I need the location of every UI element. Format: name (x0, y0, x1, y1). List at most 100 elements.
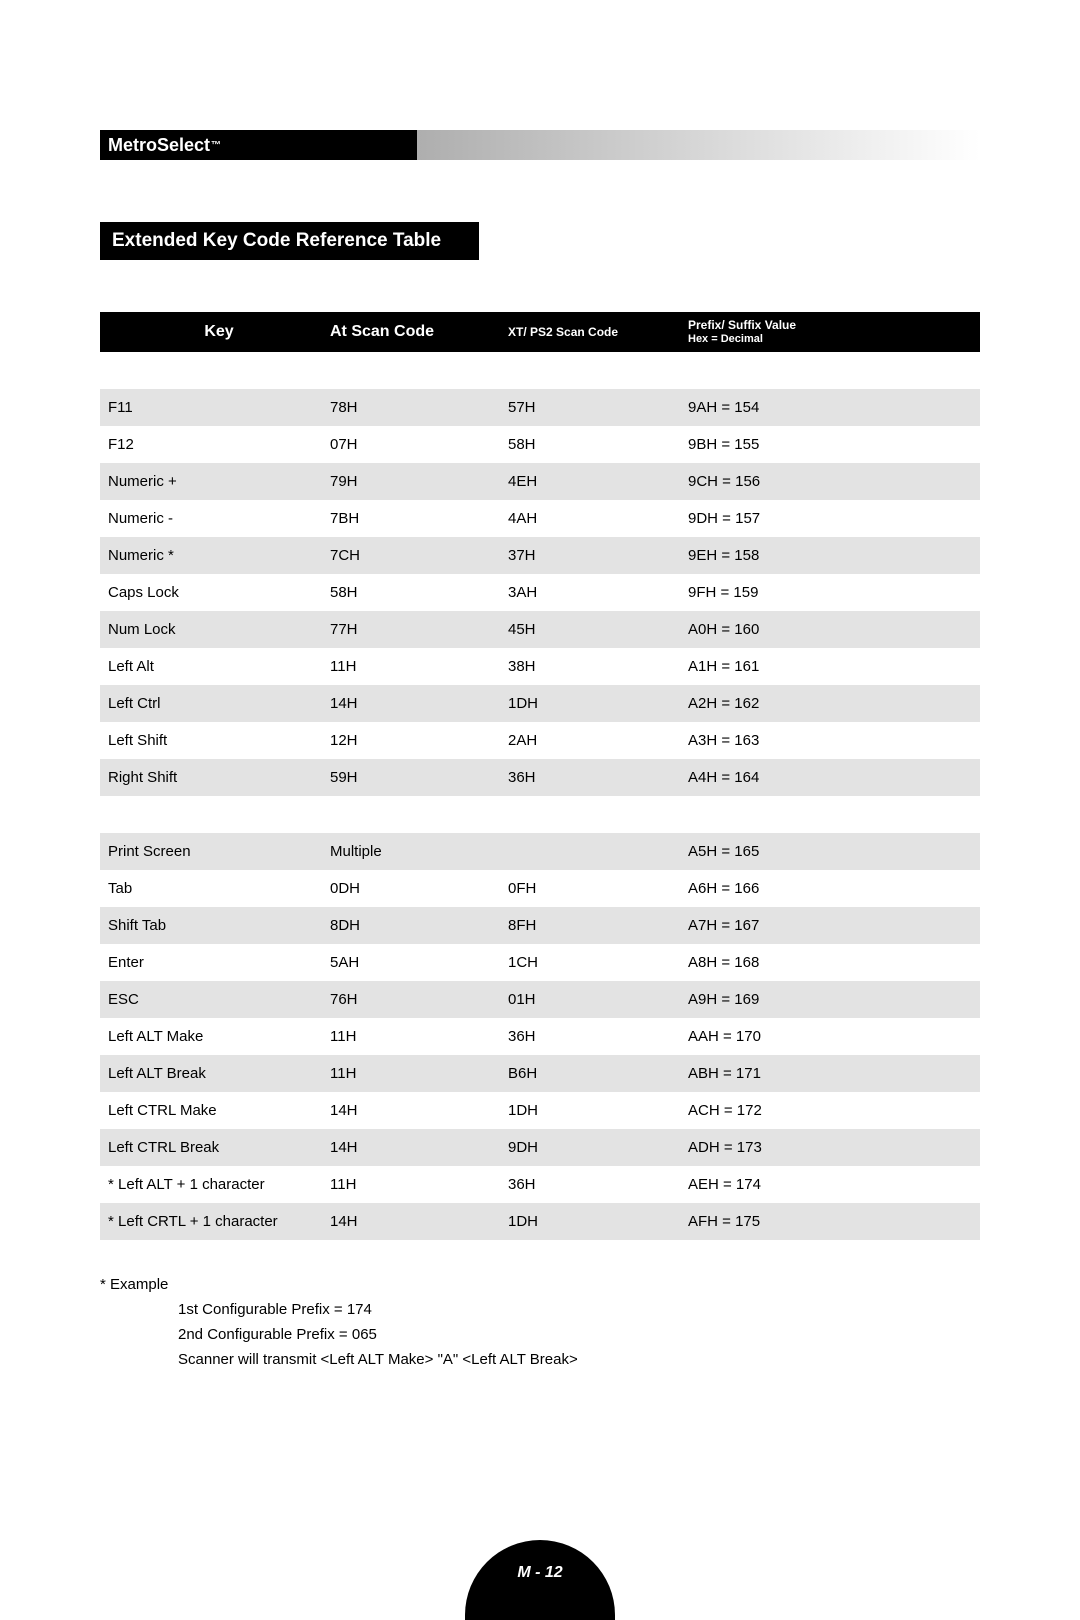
table-row: Left Alt11H38HA1H = 161 (100, 648, 980, 685)
cell-val: ADH = 173 (688, 1139, 898, 1156)
cell-xt: 1DH (508, 1213, 688, 1230)
col-at: At Scan Code (330, 323, 508, 341)
table-row: Right Shift59H36HA4H = 164 (100, 759, 980, 796)
cell-xt: 9DH (508, 1139, 688, 1156)
cell-val: A4H = 164 (688, 769, 898, 786)
cell-key: Numeric + (100, 473, 330, 490)
table-row: F1207H58H9BH = 155 (100, 426, 980, 463)
cell-at: 11H (330, 1065, 508, 1082)
brand-bar: MetroSelect™ (100, 130, 980, 160)
cell-at: 59H (330, 769, 508, 786)
table-row: ESC76H01HA9H = 169 (100, 981, 980, 1018)
page-number-tab: M - 12 (465, 1540, 615, 1620)
cell-at: 58H (330, 584, 508, 601)
cell-at: 14H (330, 1139, 508, 1156)
brand-name: MetroSelect (108, 135, 210, 156)
cell-xt: 1DH (508, 1102, 688, 1119)
cell-val: AEH = 174 (688, 1176, 898, 1193)
cell-at: Multiple (330, 843, 508, 860)
cell-xt: 8FH (508, 917, 688, 934)
table-row: Numeric +79H4EH9CH = 156 (100, 463, 980, 500)
page-number: M - 12 (517, 1564, 562, 1582)
cell-key: Tab (100, 880, 330, 897)
cell-key: Left ALT Break (100, 1065, 330, 1082)
cell-val: A8H = 168 (688, 954, 898, 971)
table-header: Key At Scan Code XT/ PS2 Scan Code Prefi… (100, 312, 980, 352)
cell-at: 14H (330, 1213, 508, 1230)
cell-xt: 38H (508, 658, 688, 675)
cell-val: A3H = 163 (688, 732, 898, 749)
col-prefix-main: Prefix/ Suffix Value (688, 318, 796, 332)
table-body: F1178H57H9AH = 154F1207H58H9BH = 155Nume… (100, 389, 980, 1240)
cell-at: 79H (330, 473, 508, 490)
table-row: Left CTRL Make14H1DHACH = 172 (100, 1092, 980, 1129)
cell-key: Enter (100, 954, 330, 971)
table-row: Numeric *7CH37H9EH = 158 (100, 537, 980, 574)
cell-val: A6H = 166 (688, 880, 898, 897)
cell-at: 7BH (330, 510, 508, 527)
cell-key: Shift Tab (100, 917, 330, 934)
cell-key: Left Alt (100, 658, 330, 675)
col-key: Key (100, 323, 330, 341)
cell-xt: 58H (508, 436, 688, 453)
cell-xt: 36H (508, 1176, 688, 1193)
cell-key: Numeric - (100, 510, 330, 527)
cell-xt: 4AH (508, 510, 688, 527)
cell-xt: 3AH (508, 584, 688, 601)
cell-xt: 4EH (508, 473, 688, 490)
table-row: Left Shift12H2AHA3H = 163 (100, 722, 980, 759)
cell-val: 9BH = 155 (688, 436, 898, 453)
cell-key: Numeric * (100, 547, 330, 564)
cell-at: 14H (330, 695, 508, 712)
cell-val: A5H = 165 (688, 843, 898, 860)
section-title: Extended Key Code Reference Table (100, 222, 479, 260)
cell-xt: B6H (508, 1065, 688, 1082)
brand-tm: ™ (211, 140, 221, 151)
cell-val: A7H = 167 (688, 917, 898, 934)
cell-xt: 37H (508, 547, 688, 564)
cell-xt: 57H (508, 399, 688, 416)
cell-val: AAH = 170 (688, 1028, 898, 1045)
note-example: * Example (100, 1276, 980, 1293)
cell-at: 11H (330, 658, 508, 675)
cell-at: 76H (330, 991, 508, 1008)
note-l1: 1st Configurable Prefix = 174 (100, 1301, 980, 1318)
cell-xt: 2AH (508, 732, 688, 749)
cell-key: ESC (100, 991, 330, 1008)
cell-key: * Left CRTL + 1 character (100, 1213, 330, 1230)
cell-at: 77H (330, 621, 508, 638)
cell-key: Caps Lock (100, 584, 330, 601)
col-prefix: Prefix/ Suffix Value Hex = Decimal (688, 318, 898, 346)
cell-val: A1H = 161 (688, 658, 898, 675)
cell-key: Left Shift (100, 732, 330, 749)
cell-val: ACH = 172 (688, 1102, 898, 1119)
cell-key: Left Ctrl (100, 695, 330, 712)
cell-val: A2H = 162 (688, 695, 898, 712)
cell-at: 12H (330, 732, 508, 749)
table-spacer (100, 796, 980, 833)
cell-at: 0DH (330, 880, 508, 897)
cell-key: F11 (100, 399, 330, 416)
table-row: Left Ctrl14H1DHA2H = 162 (100, 685, 980, 722)
table-row: Tab0DH0FHA6H = 166 (100, 870, 980, 907)
table-row: Num Lock77H45HA0H = 160 (100, 611, 980, 648)
note-l2: 2nd Configurable Prefix = 065 (100, 1326, 980, 1343)
cell-xt: 45H (508, 621, 688, 638)
table-row: F1178H57H9AH = 154 (100, 389, 980, 426)
cell-at: 5AH (330, 954, 508, 971)
table-row: Print ScreenMultiple A5H = 165 (100, 833, 980, 870)
keycode-table: Key At Scan Code XT/ PS2 Scan Code Prefi… (100, 312, 980, 1240)
cell-at: 11H (330, 1176, 508, 1193)
cell-key: Print Screen (100, 843, 330, 860)
cell-val: ABH = 171 (688, 1065, 898, 1082)
cell-xt: 36H (508, 769, 688, 786)
cell-key: F12 (100, 436, 330, 453)
cell-xt: 1CH (508, 954, 688, 971)
cell-at: 8DH (330, 917, 508, 934)
col-prefix-sub: Hex = Decimal (688, 333, 898, 346)
cell-val: 9FH = 159 (688, 584, 898, 601)
table-row: * Left CRTL + 1 character14H1DHAFH = 175 (100, 1203, 980, 1240)
cell-xt: 0FH (508, 880, 688, 897)
cell-key: Left ALT Make (100, 1028, 330, 1045)
table-row: * Left ALT + 1 character11H36HAEH = 174 (100, 1166, 980, 1203)
